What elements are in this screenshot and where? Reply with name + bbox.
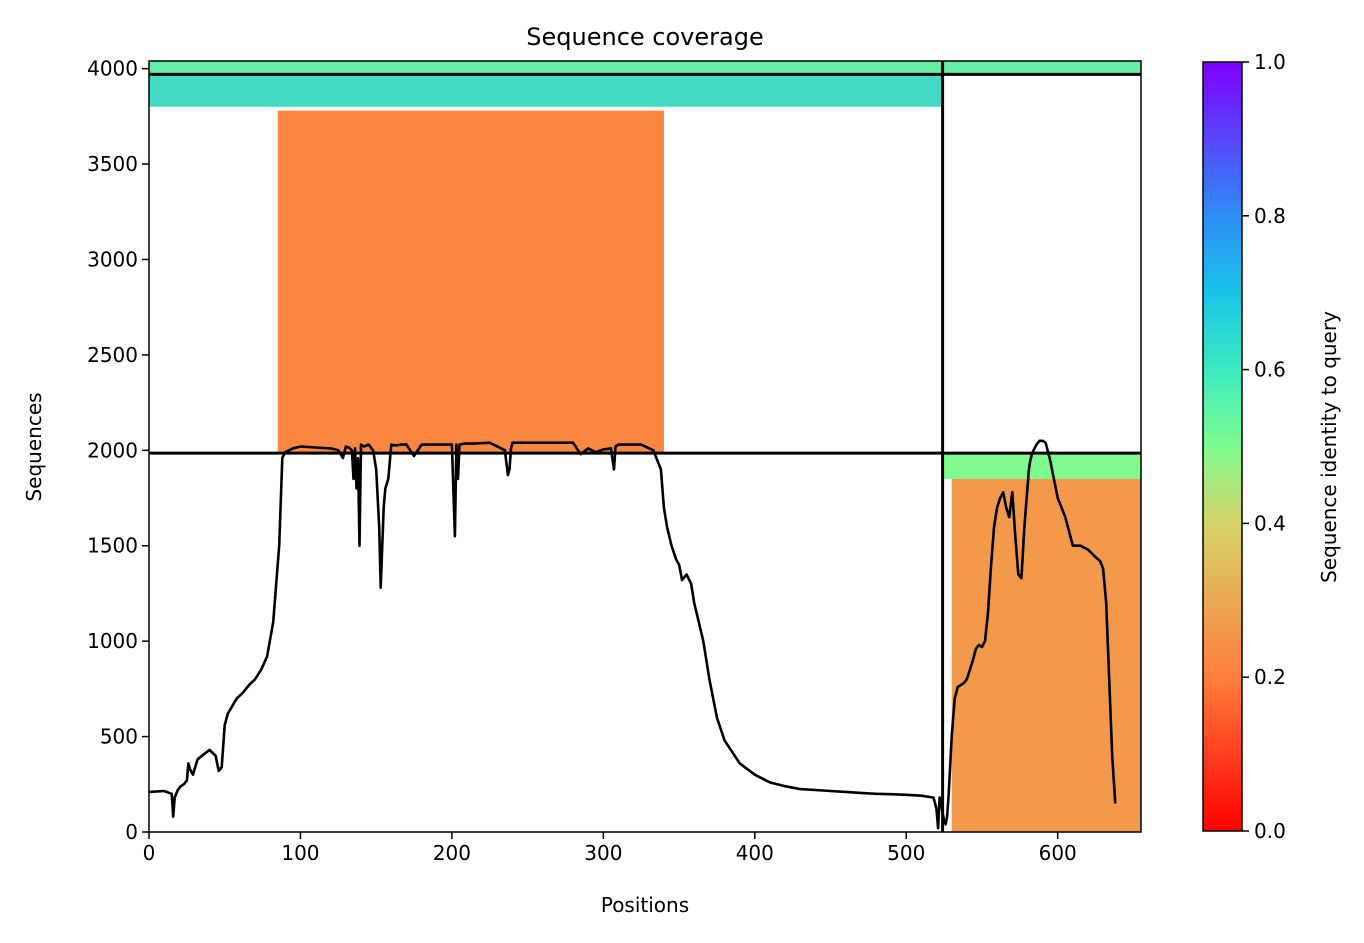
y-tick-label: 1500	[87, 534, 138, 558]
x-tick-label: 100	[281, 841, 319, 865]
y-tick-label: 500	[100, 725, 138, 749]
x-tick-label: 500	[887, 841, 925, 865]
colorbar	[1202, 61, 1243, 832]
chart-title: Sequence coverage	[526, 23, 763, 51]
x-tick-label: 300	[584, 841, 622, 865]
coverage-line	[149, 439, 1117, 830]
colorbar-tick-label: 0.4	[1254, 511, 1286, 535]
coverage-heatmap	[149, 61, 1141, 832]
x-tick-label: 600	[1039, 841, 1077, 865]
colorbar-tick-label: 0.0	[1254, 819, 1286, 843]
group-boundaries	[149, 61, 1141, 832]
coverage-block-3	[942, 61, 1141, 74]
coverage-block-0	[149, 61, 943, 74]
y-tick-label: 2000	[87, 438, 138, 462]
y-tick-label: 2500	[87, 343, 138, 367]
plot-frame	[148, 60, 1142, 833]
x-axis-ticks: 0 100 200 300 400 500 600	[143, 832, 1077, 865]
y-tick-label: 3000	[87, 247, 138, 271]
coverage-block-4	[942, 453, 1141, 479]
y-tick-label: 4000	[87, 57, 138, 81]
colorbar-tick-label: 0.2	[1254, 665, 1286, 689]
y-tick-label: 1000	[87, 629, 138, 653]
y-tick-label: 0	[125, 820, 138, 844]
coverage-block-2	[277, 110, 664, 454]
colorbar-tick-label: 0.6	[1254, 358, 1286, 382]
y-tick-label: 3500	[87, 152, 138, 176]
colorbar-tick-label: 1.0	[1254, 50, 1286, 74]
colorbar-tick-label: 0.8	[1254, 204, 1286, 228]
y-axis-label: Sequences	[22, 392, 46, 501]
x-axis-label: Positions	[601, 893, 689, 917]
x-tick-label: 400	[736, 841, 774, 865]
x-tick-label: 200	[433, 841, 471, 865]
coverage-block-1	[149, 74, 943, 107]
x-tick-label: 0	[143, 841, 156, 865]
colorbar-label: Sequence identity to query	[1317, 311, 1341, 583]
coverage-line-layer	[149, 439, 1117, 830]
y-axis-ticks: 0 500 1000 1500 2000 2500 3000 3500 4000	[87, 57, 149, 844]
colorbar-ticks: 0.0 0.2 0.4 0.6 0.8 1.0	[1242, 50, 1286, 843]
